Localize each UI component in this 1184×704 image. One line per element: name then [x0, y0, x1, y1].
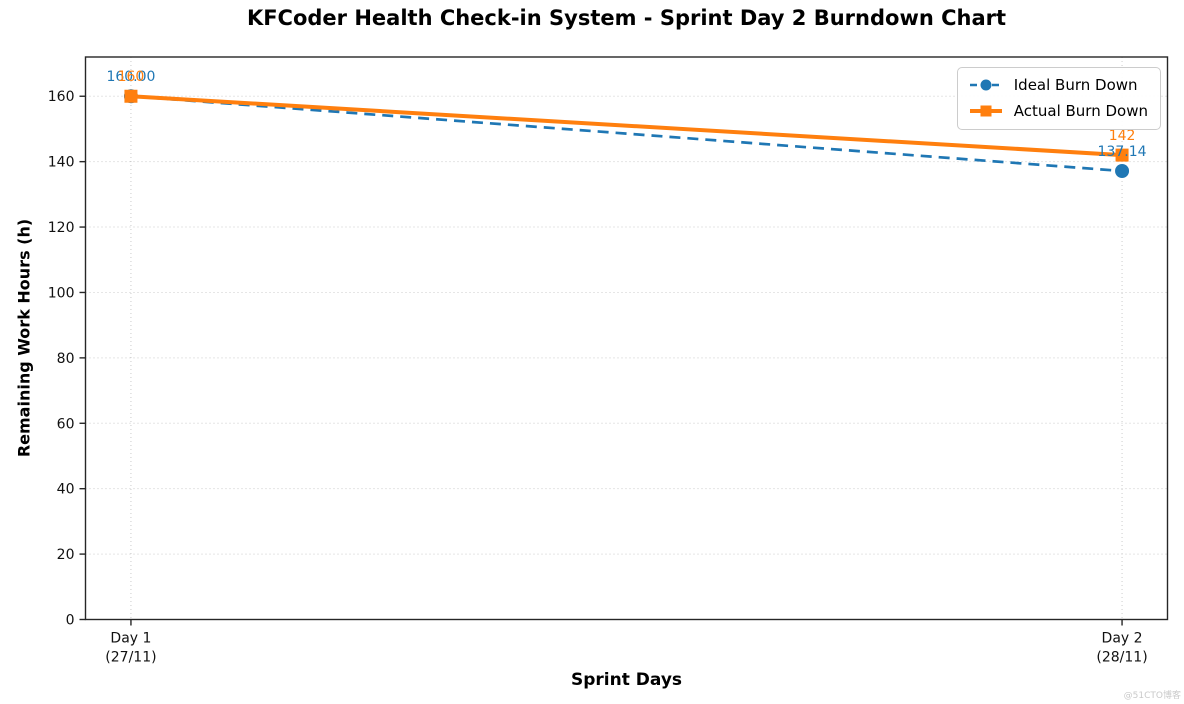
y-tick-label: 20 [57, 547, 75, 563]
x-tick-label: (27/11) [105, 650, 156, 666]
legend-item-actual-burn-down: Actual Burn Down [968, 102, 1148, 120]
series-line-actual-burn-down [130, 94, 1123, 158]
point-label: 137.14 [1098, 144, 1147, 160]
square-marker [1115, 148, 1129, 162]
y-tick-label: 140 [48, 155, 75, 171]
legend: Ideal Burn Down Actual Burn Down [956, 67, 1161, 130]
y-axis-label: Remaining Work Hours (h) [14, 218, 34, 458]
y-tick-label: 100 [48, 285, 75, 301]
square-marker [124, 89, 138, 103]
circle-marker [1115, 164, 1130, 179]
x-tick-label: Day 1 [110, 631, 151, 647]
y-tick-label: 160 [48, 89, 75, 105]
y-tick-label: 0 [66, 613, 75, 629]
point-label: 160.00 [106, 69, 155, 85]
legend-label-ideal: Ideal Burn Down [1013, 76, 1138, 94]
axes-spines [84, 56, 1169, 621]
x-axis-label: Sprint Days [570, 670, 683, 690]
dashed-line-circle-marker-icon [969, 79, 1002, 91]
x-tick-label: Day 2 [1102, 631, 1143, 647]
watermark-text: @51CTO博客 [1123, 691, 1181, 701]
point-label: 142 [1109, 128, 1136, 144]
point-label: 160 [118, 69, 145, 85]
solid-line-square-marker-icon [969, 105, 1002, 117]
series-line-ideal-burn-down [130, 94, 1123, 173]
y-tick-label: 40 [57, 482, 75, 498]
legend-label-actual: Actual Burn Down [1013, 102, 1148, 120]
chart-title: KFCoder Health Check-in System - Sprint … [246, 6, 1007, 30]
legend-item-ideal-burn-down: Ideal Burn Down [968, 76, 1148, 94]
y-tick-label: 120 [48, 220, 75, 236]
y-tick-label: 80 [57, 351, 75, 367]
y-tick-label: 60 [57, 416, 75, 432]
x-tick-label: (28/11) [1096, 650, 1147, 666]
